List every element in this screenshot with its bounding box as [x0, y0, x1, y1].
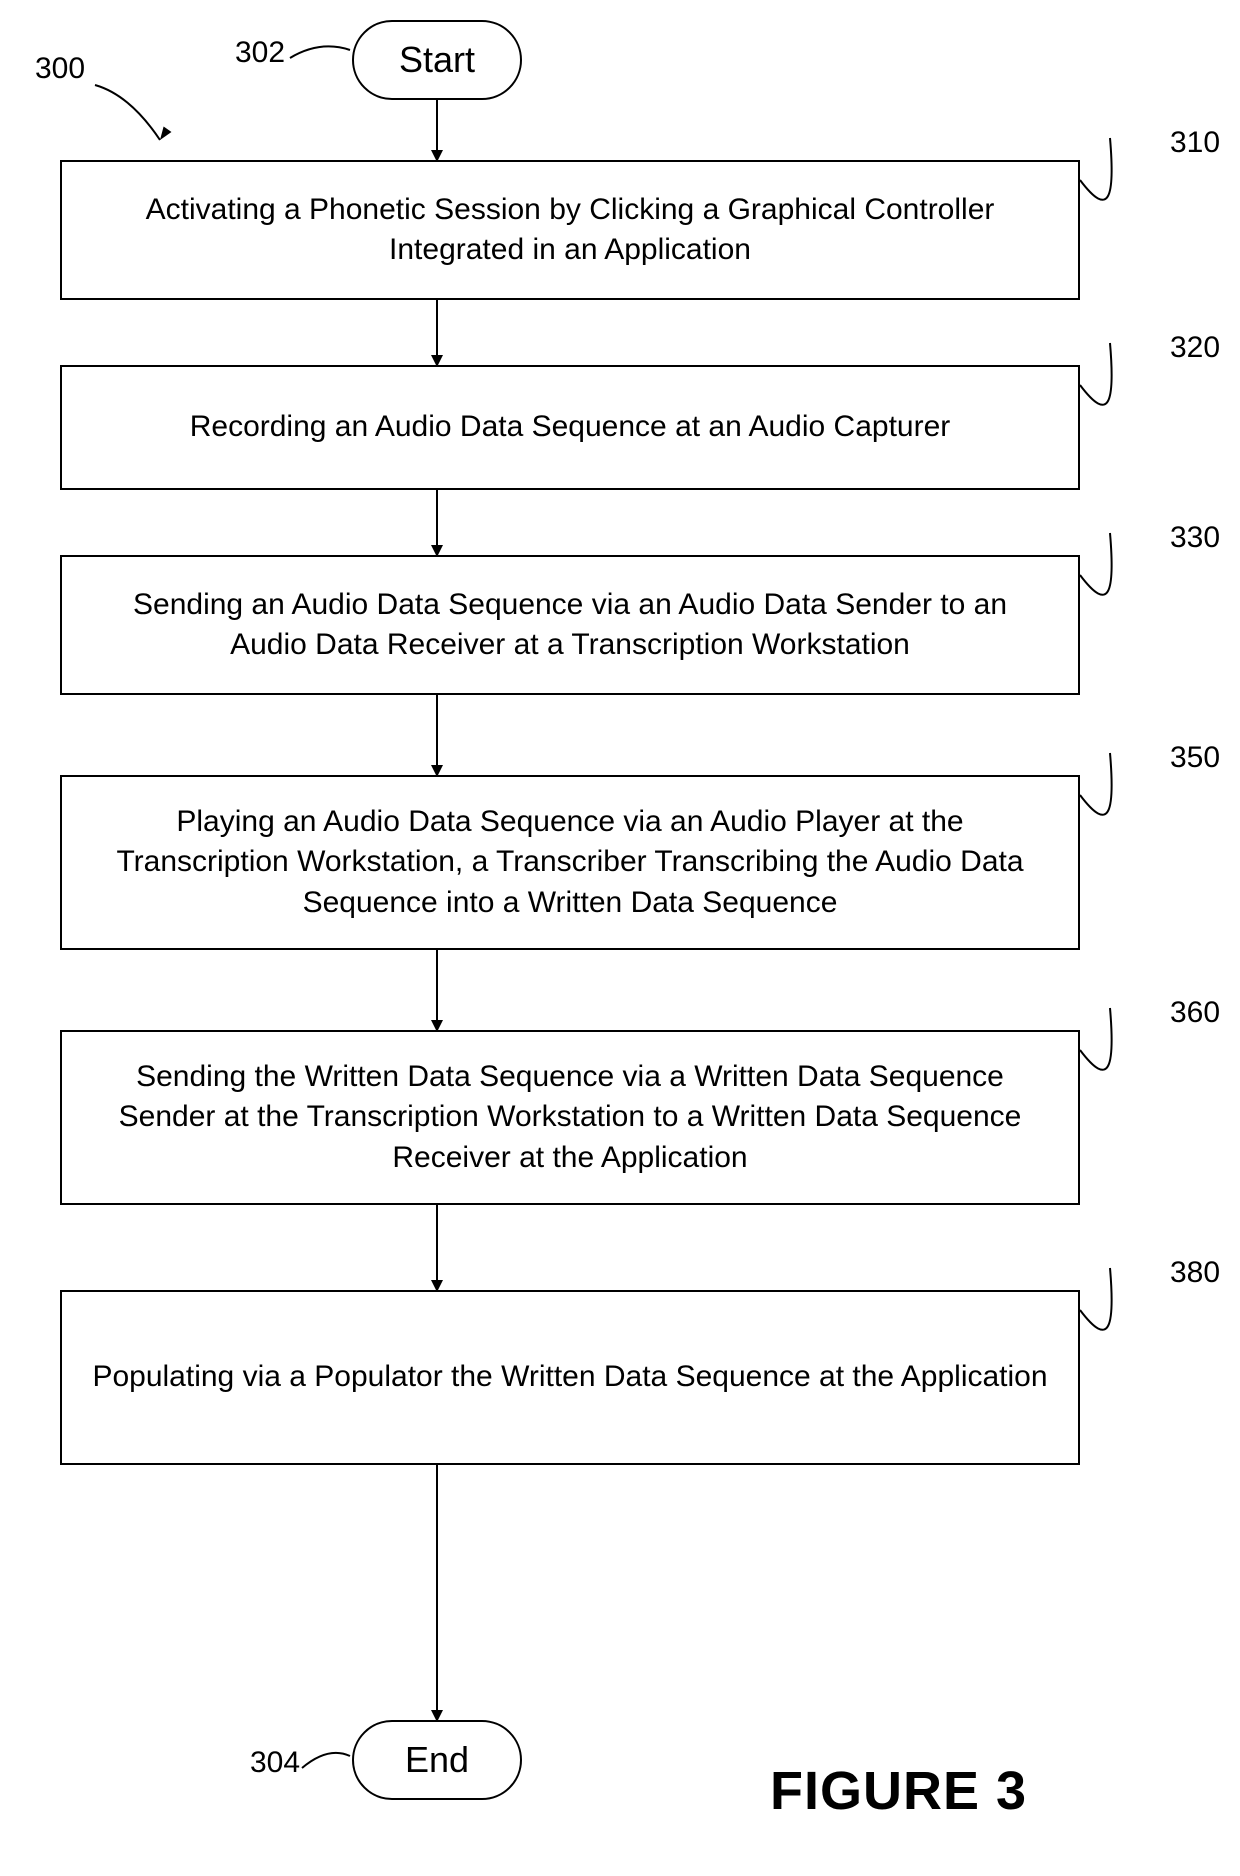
- end-ref-label: 304: [250, 1746, 300, 1780]
- process-text: Populating via a Populator the Written D…: [92, 1357, 1047, 1398]
- end-terminator: End: [352, 1720, 522, 1800]
- figure-title: FIGURE 3: [770, 1760, 1027, 1822]
- process-step: Playing an Audio Data Sequence via an Au…: [60, 775, 1080, 950]
- step-ref-label: 330: [1170, 521, 1220, 555]
- process-text: Sending an Audio Data Sequence via an Au…: [92, 585, 1048, 666]
- process-step: Activating a Phonetic Session by Clickin…: [60, 160, 1080, 300]
- start-label: Start: [399, 39, 475, 81]
- process-text: Recording an Audio Data Sequence at an A…: [190, 407, 951, 448]
- start-ref-label: 302: [235, 36, 285, 70]
- process-text: Activating a Phonetic Session by Clickin…: [92, 190, 1048, 271]
- process-step: Sending the Written Data Sequence via a …: [60, 1030, 1080, 1205]
- process-step: Populating via a Populator the Written D…: [60, 1290, 1080, 1465]
- process-text: Playing an Audio Data Sequence via an Au…: [92, 802, 1048, 924]
- process-step: Sending an Audio Data Sequence via an Au…: [60, 555, 1080, 695]
- step-ref-label: 320: [1170, 331, 1220, 365]
- step-ref-label: 350: [1170, 741, 1220, 775]
- end-label: End: [405, 1739, 469, 1781]
- process-text: Sending the Written Data Sequence via a …: [92, 1057, 1048, 1179]
- step-ref-label: 310: [1170, 126, 1220, 160]
- step-ref-label: 380: [1170, 1256, 1220, 1290]
- process-step: Recording an Audio Data Sequence at an A…: [60, 365, 1080, 490]
- start-terminator: Start: [352, 20, 522, 100]
- step-ref-label: 360: [1170, 996, 1220, 1030]
- diagram-ref-label: 300: [35, 52, 85, 86]
